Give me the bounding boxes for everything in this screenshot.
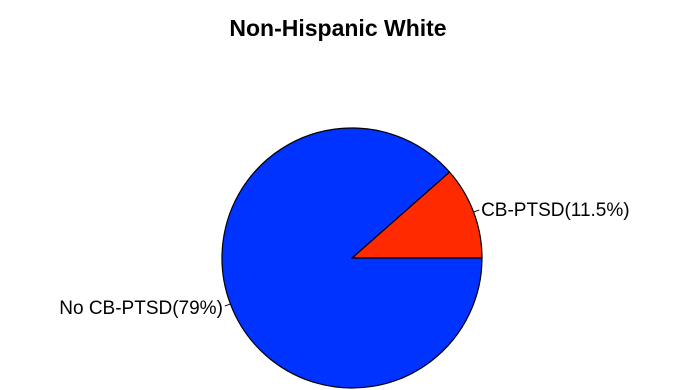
slice-label-cb-ptsd-11-5: CB-PTSD(11.5%) [481,200,630,221]
pie-labels: CB-PTSD(11.5%) No CB-PTSD(79%) [59,200,629,319]
pie-slice-cb-ptsd-11-5 [350,171,483,259]
pie-slices [221,127,483,389]
slice-label-no-cb-ptsd-79: No CB-PTSD(79%) [59,298,223,319]
pie-slice-no-cb-ptsd-79 [221,127,483,389]
pie-leader-lines [224,209,480,307]
leader-line-no-cb-ptsd-79 [224,303,231,307]
leader-line-cb-ptsd-11-5 [473,209,480,213]
chart-title: Non-Hispanic White [229,15,446,41]
